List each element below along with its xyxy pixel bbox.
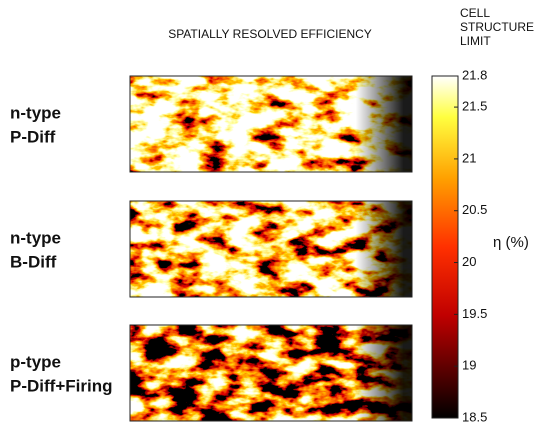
panel-label: P-Diff (10, 127, 56, 146)
panel-label: n-type (10, 103, 61, 122)
colorbar-axis-label: η (%) (493, 234, 529, 251)
panel-label: P-Diff+Firing (10, 376, 112, 395)
colorbar-tick-label: 19.5 (462, 306, 487, 321)
colorbar (432, 76, 458, 418)
colorbar-title: LIMIT (460, 34, 491, 48)
panel-label: n-type (10, 228, 61, 247)
figure: SPATIALLY RESOLVED EFFICIENCY n-type P-Di… (0, 0, 546, 428)
map-edge (130, 76, 412, 172)
colorbar-tick-label: 21.8 (462, 67, 487, 82)
map-edge (130, 201, 412, 297)
panel-label: p-type (10, 352, 61, 371)
colorbar-tick-label: 19 (462, 358, 476, 373)
colorbar-tick-label: 20.5 (462, 202, 487, 217)
colorbar-tick-label: 21.5 (462, 99, 487, 114)
page: {"title": "SPATIALLY RESOLVED EFFICIENCY… (0, 0, 546, 428)
colorbar-title: CELL (460, 6, 490, 20)
colorbar-tick-label: 21 (462, 150, 476, 165)
map-edge (130, 325, 412, 421)
colorbar-tick-label: 20 (462, 254, 476, 269)
title: SPATIALLY RESOLVED EFFICIENCY (168, 27, 372, 41)
colorbar-tick-label: 18.5 (462, 409, 487, 424)
colorbar-title: STRUCTURE (460, 20, 534, 34)
panel-label: B-Diff (10, 252, 57, 271)
